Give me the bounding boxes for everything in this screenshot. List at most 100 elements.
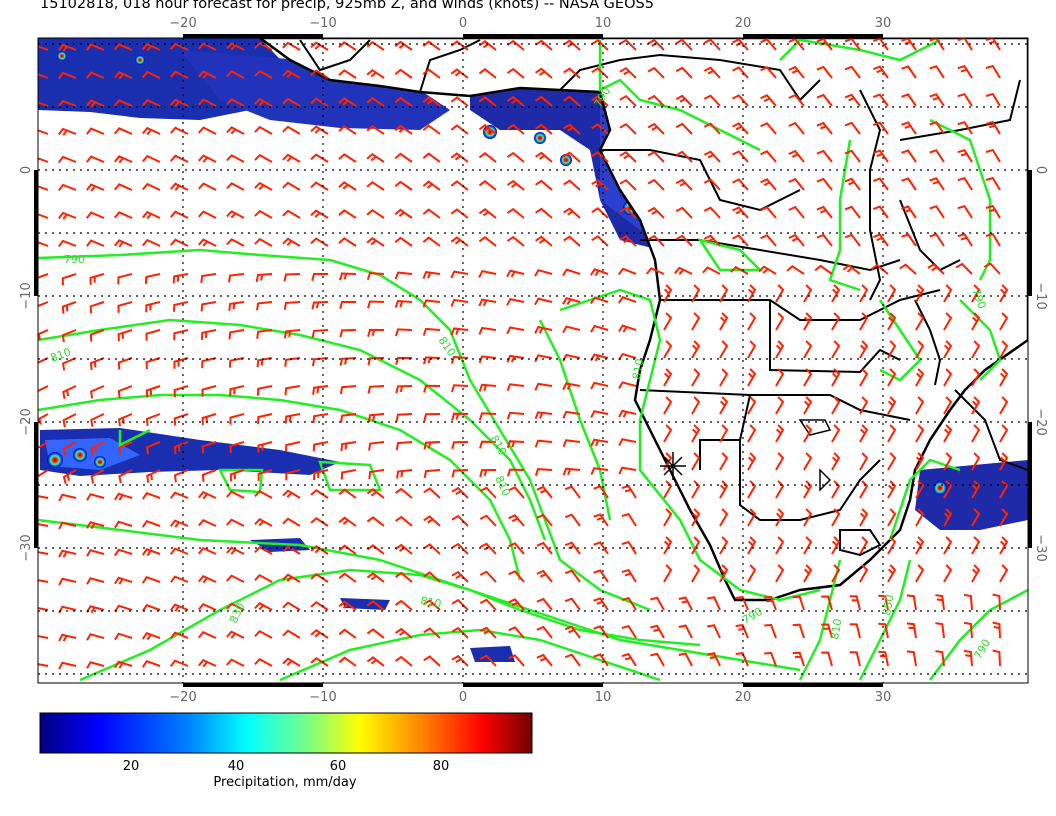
wind-barb: [999, 508, 1009, 527]
lon-tick-label: 0: [459, 690, 467, 705]
wind-barb: [58, 43, 77, 52]
wind-barb: [141, 575, 161, 584]
wind-barb: [760, 122, 777, 135]
wind-barb: [394, 40, 413, 51]
wind-barb: [201, 385, 217, 397]
wind-barb: [957, 205, 973, 219]
wind-barb: [145, 385, 161, 398]
wind-barb: [788, 149, 805, 163]
wind-barb: [226, 574, 245, 583]
wind-barb: [618, 324, 637, 333]
wind-barb: [90, 413, 105, 427]
wind-barb: [254, 517, 273, 527]
wind-barb: [284, 413, 301, 424]
wind-barb: [816, 121, 833, 135]
wind-barb: [201, 441, 217, 454]
wind-barb: [450, 124, 469, 135]
wind-barb: [535, 95, 553, 107]
wind-barb: [254, 573, 273, 583]
wind-barb: [451, 412, 469, 421]
wind-barb: [719, 396, 729, 415]
wind-barb: [663, 284, 673, 303]
wind-barb: [821, 651, 833, 667]
wind-barb: [821, 623, 833, 639]
wind-barb: [198, 154, 217, 163]
wind-barb: [38, 45, 49, 51]
wind-barb: [619, 38, 637, 51]
wind-barb: [338, 237, 357, 247]
wind-barb: [339, 385, 357, 395]
wind-barb: [915, 564, 925, 583]
wind-barb: [226, 546, 245, 555]
wind-barb: [86, 239, 105, 247]
wind-barb: [536, 625, 553, 639]
wind-barb: [61, 301, 77, 314]
wind-barb: [971, 368, 981, 387]
wind-barb: [534, 354, 553, 363]
wind-barb: [114, 632, 133, 641]
wind-barb: [619, 150, 637, 163]
wind-barb: [593, 513, 609, 527]
wind-barb: [366, 656, 385, 667]
wind-barb: [647, 94, 665, 107]
wind-barb: [985, 204, 1001, 219]
wind-barb: [814, 264, 833, 275]
wind-barb: [844, 121, 861, 135]
wind-barb: [887, 284, 897, 303]
wind-barb: [395, 487, 413, 499]
wind-barb: [310, 489, 329, 499]
wind-barb: [450, 355, 469, 364]
wind-barb: [999, 424, 1009, 443]
wind-barb: [732, 206, 749, 219]
wind-barb: [198, 546, 217, 555]
wind-barb: [647, 178, 665, 191]
wind-barb: [282, 517, 301, 527]
wind-barb: [943, 480, 953, 499]
wind-barb: [478, 412, 497, 421]
wind-barb: [735, 596, 749, 611]
wind-barb: [61, 329, 77, 343]
wind-barb: [285, 469, 301, 481]
wind-barb: [844, 149, 861, 163]
wind-barb: [764, 595, 777, 611]
wind-barb: [983, 262, 1001, 275]
wind-barb: [38, 551, 49, 555]
wind-barb: [747, 424, 757, 443]
wind-barb: [394, 96, 413, 107]
wind-barb: [58, 71, 77, 80]
wind-barb: [775, 396, 785, 415]
wind-barb: [619, 122, 637, 135]
wind-barb: [310, 517, 329, 527]
wind-barb: [831, 480, 841, 499]
wind-barb: [282, 573, 301, 583]
wind-barb: [971, 508, 981, 527]
wind-barb: [943, 340, 953, 359]
wind-barb: [732, 66, 749, 79]
wind-barb: [422, 96, 441, 107]
wind-barb: [256, 301, 273, 311]
wind-barb: [678, 596, 693, 611]
wind-barb: [957, 149, 973, 163]
wind-barb: [254, 629, 273, 639]
wind-barb: [366, 152, 385, 163]
wind-barb: [663, 368, 673, 387]
wind-barb: [38, 523, 49, 527]
wind-barb: [254, 153, 273, 163]
wind-barb: [859, 480, 869, 499]
wind-barb: [479, 598, 497, 611]
wind-barb: [534, 411, 553, 420]
wind-barb: [788, 177, 805, 191]
wind-barb: [114, 520, 133, 529]
wind-barb: [675, 94, 693, 107]
wind-barb: [506, 297, 525, 306]
wind-barb: [887, 536, 897, 555]
wind-barb: [621, 484, 637, 499]
wind-barb: [691, 396, 701, 415]
wind-barb: [141, 519, 161, 528]
wind-barb: [859, 424, 869, 443]
wind-barb: [621, 512, 637, 527]
wind-barb: [254, 601, 273, 611]
wind-barb: [887, 480, 897, 499]
wind-barb: [38, 607, 49, 611]
wind-barb: [226, 658, 245, 667]
